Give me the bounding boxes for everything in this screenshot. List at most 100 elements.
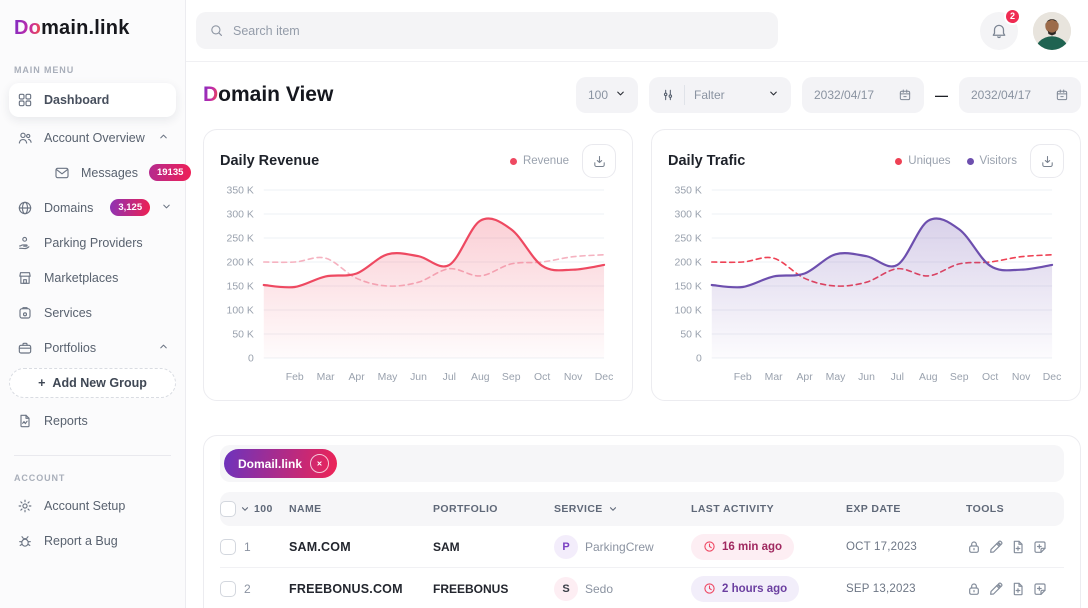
bug-icon	[19, 535, 31, 547]
legend-label: Uniques	[908, 155, 951, 167]
domain-name[interactable]: FREEBONUS.COM	[289, 581, 403, 596]
service-cell: P ParkingCrew	[554, 534, 691, 559]
sidebar-item-report-a-bug[interactable]: Report a Bug	[9, 526, 176, 555]
date-from-picker[interactable]: 2032/04/17	[802, 77, 924, 113]
chevron-down-icon	[615, 88, 626, 102]
sidebar-item-label: Account Overview	[44, 130, 145, 145]
tools-cell	[966, 581, 1066, 597]
column-header-tools: TOOLS	[966, 503, 1004, 515]
sidebar-item-parking-providers[interactable]: Parking Providers	[9, 228, 176, 257]
active-filter-chip[interactable]: Domail.link	[224, 449, 338, 478]
chart-legend: Uniques Visitors	[895, 155, 1017, 167]
row-number: 2	[244, 581, 251, 596]
svg-text:May: May	[378, 372, 398, 383]
lock-button[interactable]	[966, 581, 982, 597]
svg-text:Dec: Dec	[595, 372, 614, 383]
svg-text:50 K: 50 K	[232, 329, 253, 340]
table-header-row: 100 NAME PORTFOLIO SERVICE LAST ACTIVITY…	[220, 492, 1064, 526]
svg-text:350 K: 350 K	[675, 185, 702, 196]
portfolio-name: SAM	[433, 539, 460, 554]
remove-filter-button[interactable]	[310, 454, 330, 473]
svg-text:Jul: Jul	[443, 372, 456, 383]
tools-cell	[966, 539, 1066, 555]
sidebar-item-label: Services	[44, 305, 92, 320]
add-file-button[interactable]	[1010, 539, 1026, 555]
service-cell: S Sedo	[554, 576, 691, 601]
sidebar-item-messages[interactable]: Messages 19135	[46, 158, 192, 187]
search-bar	[196, 12, 778, 49]
domain-name[interactable]: SAM.COM	[289, 539, 351, 554]
bell-icon	[992, 24, 1006, 38]
add-new-group-button[interactable]: + Add New Group	[9, 368, 176, 398]
sidebar-item-account-overview[interactable]: Account Overview	[9, 123, 176, 152]
date-to-picker[interactable]: 2032/04/17	[959, 77, 1081, 113]
svg-text:Jun: Jun	[858, 372, 875, 383]
column-header-name[interactable]: NAME	[289, 503, 322, 515]
page-size-select[interactable]: 100	[576, 77, 638, 113]
chevron-down-icon[interactable]	[161, 201, 172, 215]
sidebar-item-label: Account Setup	[44, 498, 126, 513]
add-new-group-label: Add New Group	[52, 376, 147, 390]
envelope-icon	[55, 167, 69, 178]
count-column-header[interactable]: 100	[238, 503, 289, 515]
daily-traffic-card: Daily Trafic Uniques Visitors 350 K 300 K 2…	[651, 129, 1081, 401]
header-controls: 100 Falter 2032/04/17 —	[576, 77, 1081, 113]
row-checkbox[interactable]	[220, 580, 236, 597]
notifications-button[interactable]: 2	[980, 7, 1021, 50]
page-title: Domain View	[203, 83, 334, 106]
svg-text:Jun: Jun	[410, 372, 427, 383]
column-header-exp-date[interactable]: EXP DATE	[846, 503, 901, 515]
svg-text:Apr: Apr	[348, 372, 365, 383]
column-header-portfolio[interactable]: PORTFOLIO	[433, 503, 498, 515]
user-avatar[interactable]	[1033, 11, 1071, 50]
traffic-line-chart: 350 K 300 K 250 K 200 K 150 K 100 K 50 K 0 Feb Ma…	[675, 185, 1062, 383]
chart-plot-area: 350 K 300 K 250 K 200 K 150 K 100 K 50 K 0 Feb Ma…	[668, 180, 1064, 394]
brand-logo-text: main.link	[41, 17, 130, 39]
chevron-up-icon[interactable]	[158, 341, 169, 355]
chevron-down-icon	[609, 507, 616, 511]
table-row: 1 SAM.COM SAM P ParkingCrew 16 min ago O…	[220, 526, 1064, 568]
sidebar-item-label: Portfolios	[44, 340, 97, 355]
sidebar-item-reports[interactable]: Reports	[9, 406, 176, 435]
svg-text:150 K: 150 K	[227, 281, 254, 292]
download-button[interactable]	[582, 144, 616, 178]
lock-button[interactable]	[966, 539, 982, 555]
download-button[interactable]	[1030, 144, 1064, 178]
svg-text:200 K: 200 K	[675, 257, 702, 268]
expiration-date: OCT 17,2023	[846, 540, 918, 553]
sidebar-item-dashboard[interactable]: Dashboard	[9, 83, 176, 117]
search-input[interactable]	[233, 23, 765, 38]
date-to-value: 2032/04/17	[971, 88, 1032, 102]
service-box-icon	[19, 306, 31, 319]
column-header-last-activity[interactable]: LAST ACTIVITY	[691, 503, 774, 515]
svg-text:0: 0	[696, 353, 702, 364]
domains-count-badge: 3,125	[110, 199, 151, 216]
sidebar-item-services[interactable]: Services	[9, 298, 176, 327]
column-header-service[interactable]: SERVICE	[554, 503, 691, 515]
brand-logo-accent: Do	[14, 17, 42, 39]
select-all-checkbox[interactable]	[220, 501, 236, 517]
filter-dropdown[interactable]: Falter	[649, 77, 791, 113]
add-note-button[interactable]	[1032, 581, 1048, 597]
sidebar-item-label: Parking Providers	[44, 235, 143, 250]
legend-dot-icon	[895, 157, 903, 165]
svg-text:100 K: 100 K	[227, 305, 254, 316]
sidebar-item-marketplaces[interactable]: Marketplaces	[9, 263, 176, 292]
add-file-button[interactable]	[1010, 581, 1026, 597]
add-note-button[interactable]	[1032, 539, 1048, 555]
clock-icon	[704, 541, 715, 552]
chevron-up-icon[interactable]	[158, 131, 169, 145]
sidebar-item-account-setup[interactable]: Account Setup	[9, 491, 176, 520]
legend-item: Revenue	[509, 155, 569, 167]
page-title-accent: D	[203, 83, 219, 106]
edit-button[interactable]	[988, 539, 1004, 555]
edit-button[interactable]	[988, 581, 1004, 597]
service-name: ParkingCrew	[585, 539, 654, 554]
sidebar-item-domains[interactable]: Domains 3,125	[9, 193, 176, 222]
lock-icon	[969, 540, 979, 553]
sidebar-item-portfolios[interactable]: Portfolios	[9, 333, 176, 362]
row-checkbox[interactable]	[220, 538, 236, 555]
svg-text:50 K: 50 K	[680, 329, 701, 340]
svg-text:May: May	[826, 372, 846, 383]
